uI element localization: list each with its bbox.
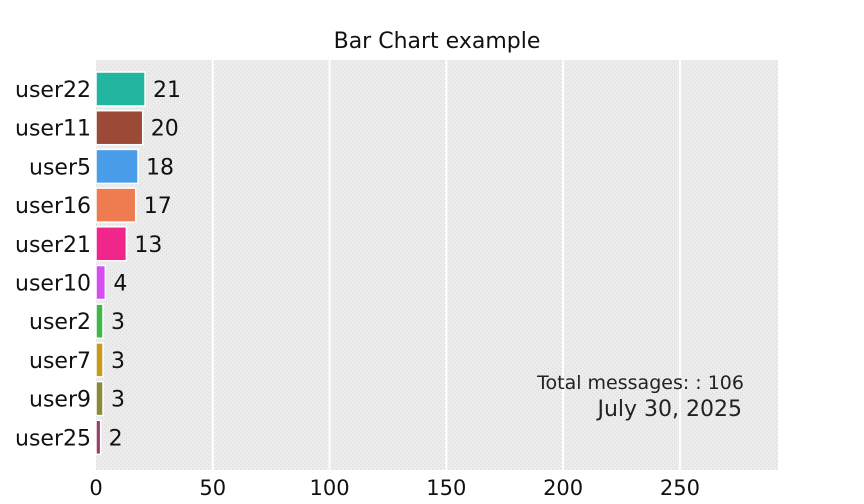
category-label: user7 bbox=[29, 349, 91, 374]
category-label: user16 bbox=[15, 194, 91, 219]
total-messages-annotation: Total messages: : 106 bbox=[536, 372, 744, 394]
plot-area bbox=[96, 60, 778, 470]
category-label: user11 bbox=[15, 117, 91, 142]
bar-user11 bbox=[95, 109, 144, 146]
date-annotation: July 30, 2025 bbox=[595, 397, 742, 422]
category-label: user9 bbox=[29, 388, 91, 413]
x-tick-label: 50 bbox=[199, 476, 226, 500]
x-tick-label: 200 bbox=[543, 476, 583, 500]
bar-user5 bbox=[95, 148, 139, 185]
value-label: 20 bbox=[151, 117, 179, 142]
category-label: user22 bbox=[15, 78, 91, 103]
bar-user2 bbox=[95, 303, 104, 339]
bar-user22 bbox=[95, 71, 146, 107]
category-label: user2 bbox=[29, 310, 91, 335]
value-label: 4 bbox=[113, 272, 127, 297]
value-label: 21 bbox=[153, 78, 181, 103]
x-tick-label: 100 bbox=[310, 476, 350, 500]
bars bbox=[95, 71, 146, 456]
value-label: 3 bbox=[111, 388, 125, 413]
bar-user7 bbox=[95, 342, 104, 378]
x-tick-label: 150 bbox=[426, 476, 466, 500]
category-label: user5 bbox=[29, 155, 91, 180]
gridlines bbox=[211, 60, 681, 470]
value-label: 3 bbox=[111, 349, 125, 374]
bar-user25 bbox=[95, 419, 102, 456]
value-label: 17 bbox=[144, 194, 172, 219]
x-tick-labels: 0 50 100 150 200 250 bbox=[89, 476, 700, 500]
chart-title: Bar Chart example bbox=[334, 29, 541, 54]
category-labels: user22 user11 user5 user16 user21 user10 user2… bbox=[15, 78, 91, 451]
bar-user9 bbox=[95, 380, 104, 417]
x-tick-label: 0 bbox=[89, 476, 102, 500]
category-label: user25 bbox=[15, 426, 91, 451]
value-label: 3 bbox=[111, 310, 125, 335]
bar-user16 bbox=[95, 187, 137, 223]
x-tick-label: 250 bbox=[660, 476, 700, 500]
bar-user10 bbox=[95, 264, 107, 301]
value-label: 18 bbox=[146, 155, 174, 180]
category-label: user10 bbox=[15, 272, 91, 297]
value-label: 2 bbox=[109, 426, 123, 451]
value-label: 13 bbox=[134, 233, 162, 258]
bar-user21 bbox=[95, 226, 128, 262]
value-labels: 21 20 18 17 13 4 3 3 3 2 bbox=[109, 78, 181, 451]
category-label: user21 bbox=[15, 233, 91, 258]
